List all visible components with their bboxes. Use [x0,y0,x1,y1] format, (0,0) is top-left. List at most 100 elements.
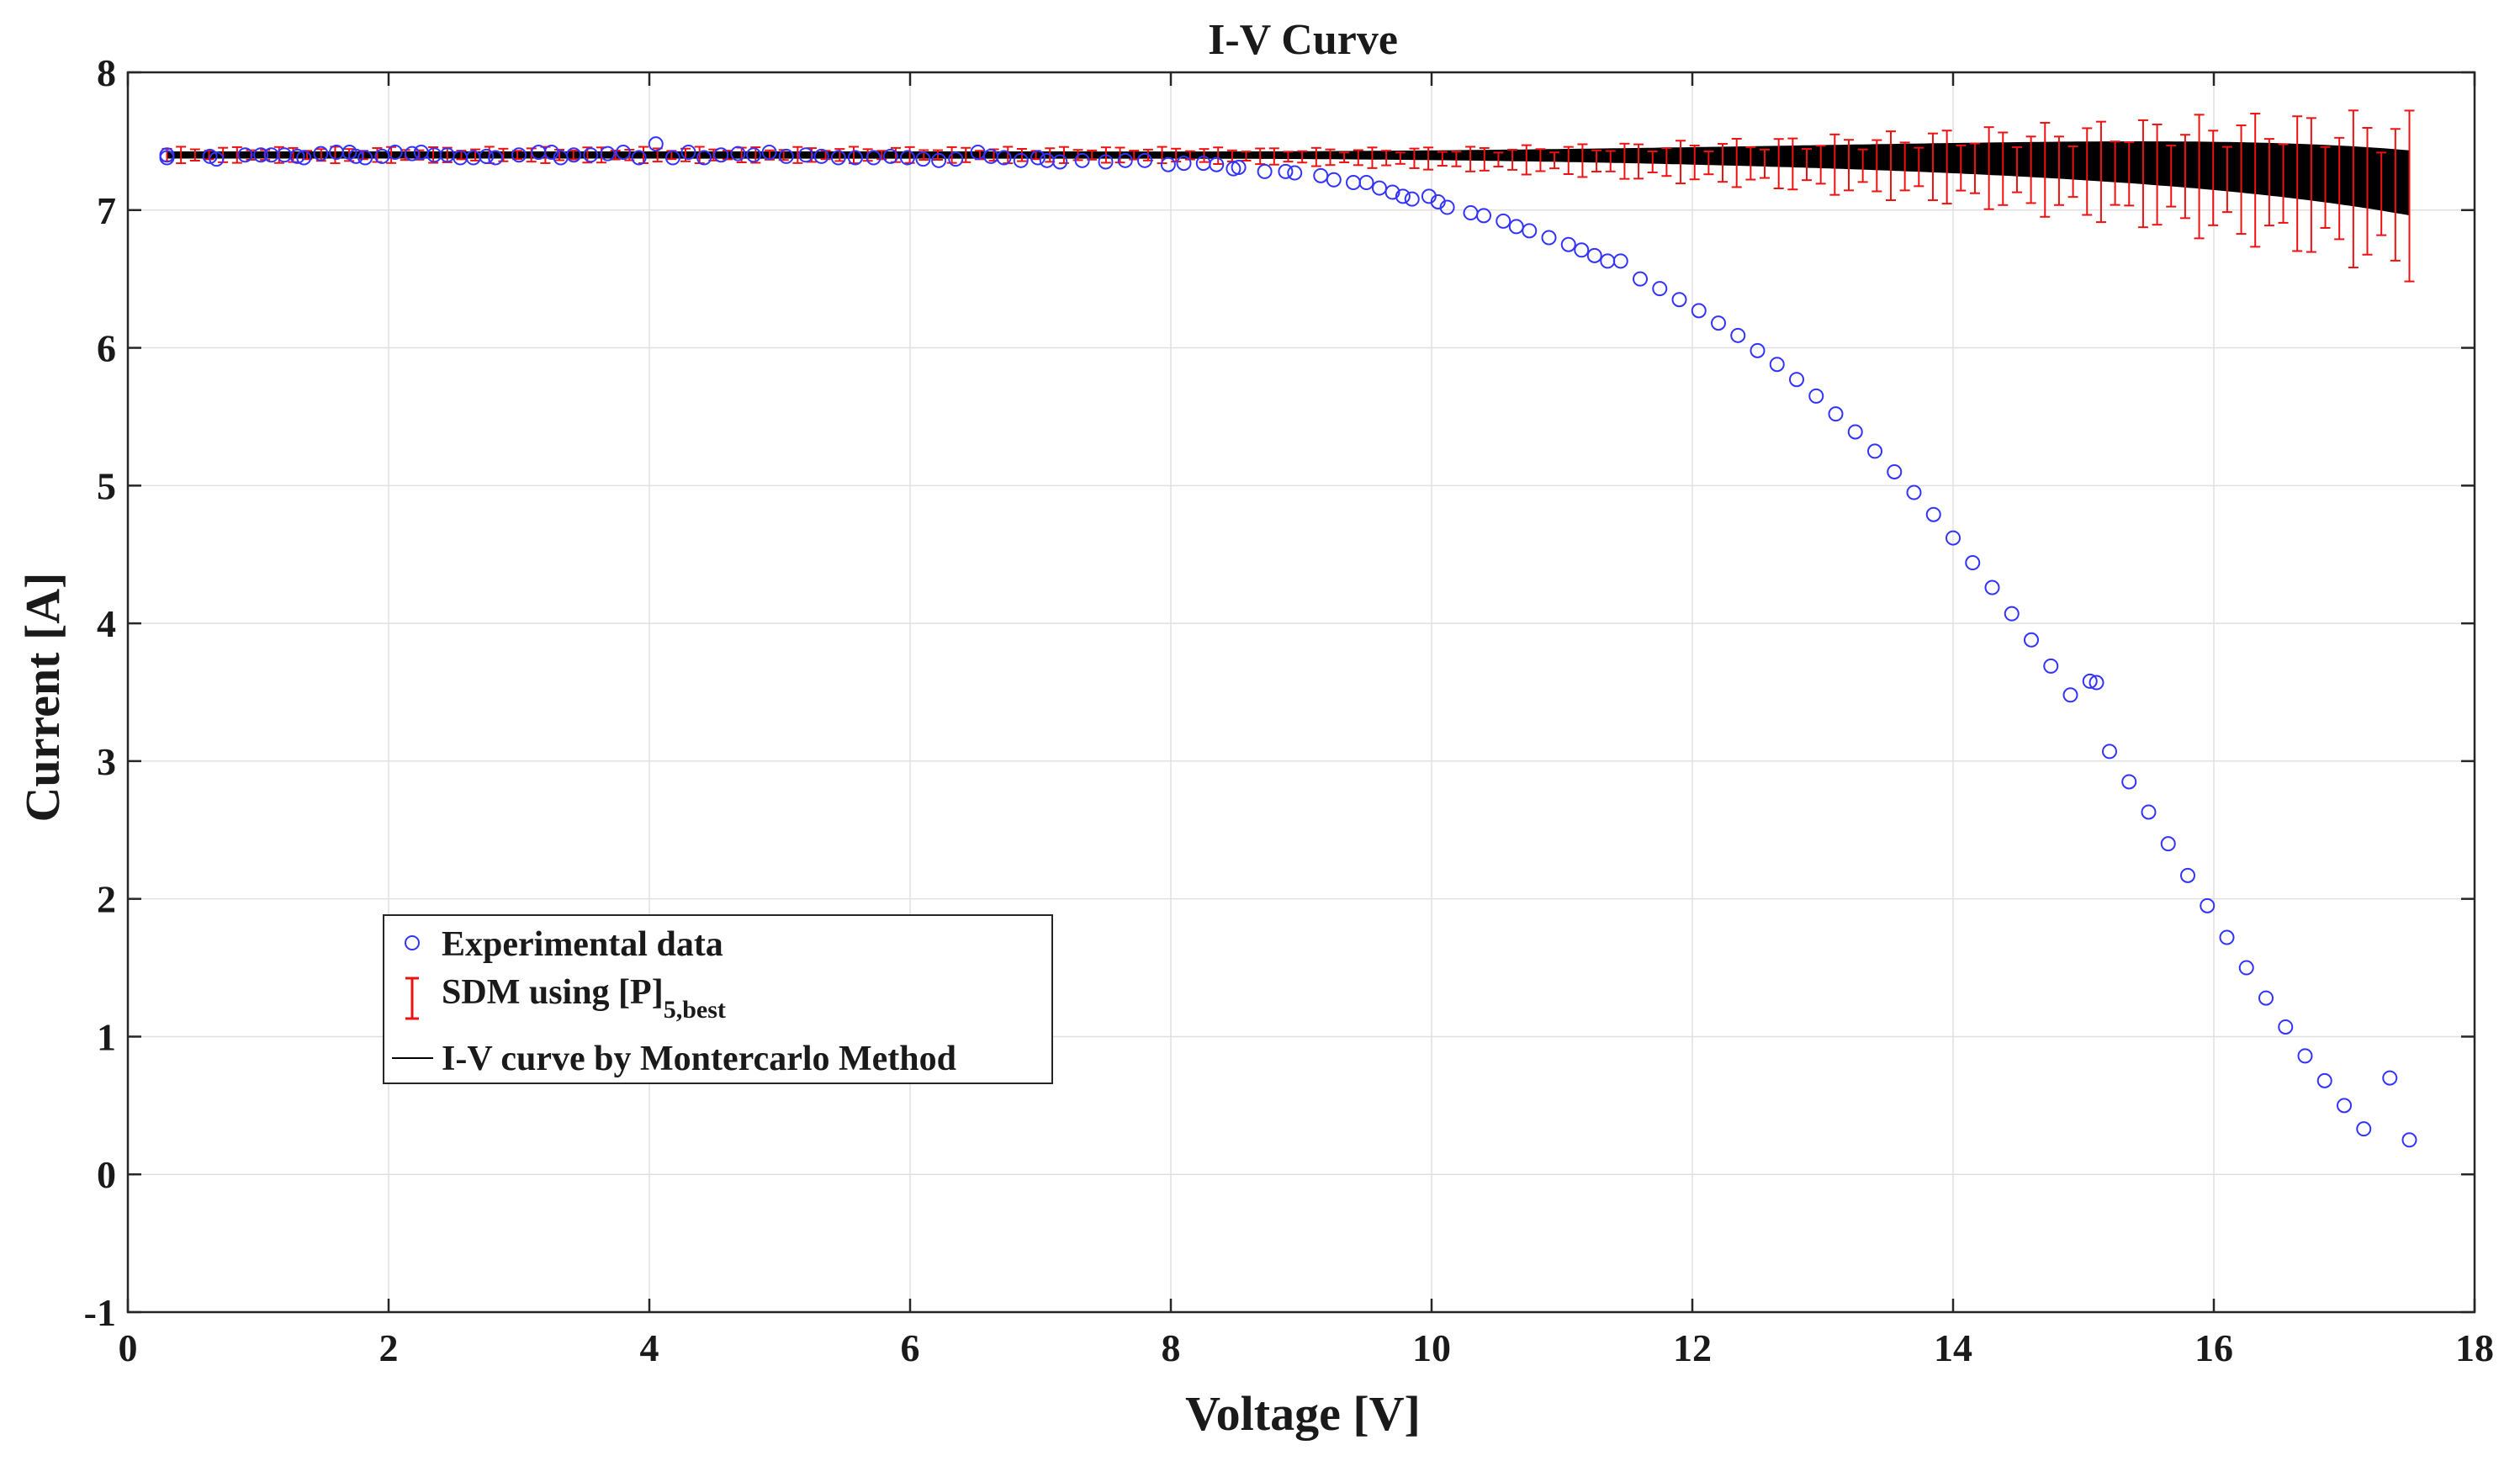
sdm-errorbar [2250,113,2261,248]
sdm-errorbar [1956,144,1967,192]
experimental-point [2160,836,2176,852]
experimental-point [1925,506,1941,522]
sdm-errorbar [189,148,200,162]
sdm-errorbar [1815,145,1826,185]
sdm-errorbar [2194,114,2205,240]
legend-label-experimental: Experimental data [442,925,723,964]
sdm-errorbar [1773,138,1784,190]
sdm-errorbar [1591,149,1602,172]
x-tick-label: 18 [2455,1326,2494,1369]
sdm-errorbar [1731,137,1742,188]
sdm-errorbar [1703,150,1714,176]
sdm-errorbar [2067,145,2078,199]
sdm-errorbar [1395,151,1406,165]
experimental-point [253,147,269,163]
experimental-point [1847,424,1863,440]
experimental-point [996,150,1012,166]
experimental-point [488,150,504,166]
plot-frame [126,71,2476,1314]
experimental-point [2258,990,2274,1006]
experimental-point [1984,580,2000,596]
sdm-errorbar [1983,126,1994,210]
sdm-errorbar [1927,132,1938,202]
experimental-point [2238,960,2254,976]
experimental-point [1574,242,1590,258]
sdm-errorbar [1297,150,1308,164]
sdm-errorbar [2095,120,2106,224]
sdm-errorbar [498,147,509,162]
experimental-point [2089,675,2104,691]
sdm-errorbar [2263,138,2274,227]
sdm-errorbar [231,146,242,164]
experimental-point [357,150,373,166]
y-tick-label: 6 [97,327,116,370]
experimental-point [2356,1121,2372,1137]
experimental-point [1586,247,1602,263]
experimental-point [631,150,647,166]
sdm-errorbar [2166,145,2177,208]
sdm-errorbar [1353,149,1363,167]
legend-label-sdm: SDM using [P]5,best [442,973,726,1024]
sdm-errorbar [176,146,187,165]
experimental-point [1052,154,1068,170]
experimental-point [1278,163,1294,179]
sdm-errorbar [1941,130,1952,205]
experimental-point [2024,632,2039,648]
experimental-point [931,152,947,168]
experimental-point [680,144,696,160]
sdm-errorbar [568,149,579,161]
sdm-errorbar [1633,143,1644,180]
legend-box [383,914,1053,1084]
sdm-errorbar [1969,142,1980,194]
experimental-point [1287,165,1303,181]
experimental-point [404,146,420,161]
experimental-points [159,136,2417,1148]
x-tick-label: 14 [1934,1326,1972,1369]
sdm-errorbar [1451,151,1462,167]
sdm-errorbar [1914,146,1924,188]
experimental-point [237,147,253,163]
sdm-errorbar [1283,151,1294,163]
experimental-point [1808,388,1824,404]
x-tick-label: 8 [1162,1326,1181,1369]
experimental-point [882,148,898,164]
sdm-errorbar [1493,151,1504,168]
sdm-errorbar [1899,141,1910,192]
sdm-errorbar [2137,119,2148,229]
experimental-point [1828,406,1844,422]
sdm-errorbar [2334,136,2345,241]
sdm-errorbar [2179,134,2190,220]
experimental-point [761,144,777,160]
sdm-errorbar [2306,117,2316,253]
y-tick-label: 5 [97,464,116,507]
sdm-errorbar [946,146,957,164]
experimental-point [296,150,312,166]
experimental-point [1496,213,1511,229]
experimental-point [387,144,403,160]
y-axis-label: Current [A] [15,573,70,823]
experimental-point [2401,1132,2417,1148]
sdm-errorbar [1689,144,1700,181]
sdm-errorbar [1605,150,1616,172]
experimental-point [1652,281,1668,297]
experimental-point [778,148,794,164]
experimental-point [202,148,218,164]
experimental-point [479,148,495,164]
experimental-point [2004,606,2020,622]
experimental-point [2082,673,2098,689]
sdm-errorbar [1857,148,1868,183]
experimental-point [1358,175,1374,191]
sdm-errorbar [2320,146,2331,229]
x-tick-label: 12 [1673,1326,1712,1369]
experimental-point [2297,1048,2313,1064]
y-axis-ticks: -1 0 1 2 3 4 5 6 7 8 [84,51,2475,1334]
sdm-errorbar [1199,148,1210,163]
experimental-point [348,148,364,164]
sdm-errorbar [1171,147,1182,163]
y-tick-label: 1 [97,1015,116,1058]
sdm-errorbar [1647,150,1658,173]
sdm-errorbar [2278,143,2289,224]
